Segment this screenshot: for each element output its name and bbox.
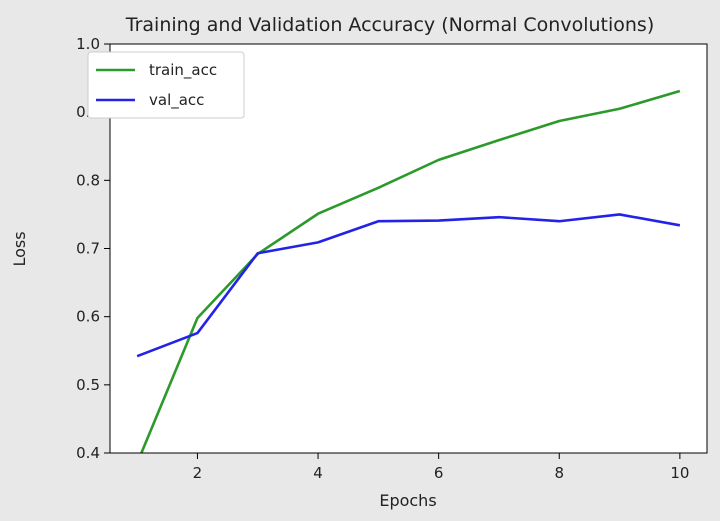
series-line-val-acc: [136, 213, 681, 358]
y-tick-label: 1.0: [76, 35, 100, 53]
legend-label-val-acc: val_acc: [149, 91, 204, 110]
legend-label-train-acc: train_acc: [149, 61, 217, 80]
x-axis: 2 4 6 8 10: [193, 453, 689, 482]
y-tick-label: 0.7: [76, 240, 100, 258]
legend: train_acc val_acc: [87, 51, 245, 119]
x-tick-label: 10: [670, 464, 689, 482]
legend-box: [87, 51, 245, 119]
y-tick-label: 0.8: [76, 171, 100, 189]
series-line-train-acc: [139, 89, 681, 453]
chart-title: Training and Validation Accuracy (Normal…: [125, 14, 654, 36]
y-tick-label: 0.6: [76, 308, 100, 326]
x-tick-label: 4: [313, 464, 323, 482]
x-tick-label: 8: [554, 464, 564, 482]
y-axis: 0.40.50.60.70.80.91.0: [76, 35, 110, 462]
y-axis-label: Loss: [10, 231, 29, 266]
y-tick-label: 0.4: [76, 444, 100, 462]
x-tick-label: 6: [434, 464, 444, 482]
x-tick-label: 2: [193, 464, 203, 482]
x-axis-label: Epochs: [379, 491, 436, 510]
y-tick-label: 0.5: [76, 376, 100, 394]
series-layer: [136, 89, 681, 453]
